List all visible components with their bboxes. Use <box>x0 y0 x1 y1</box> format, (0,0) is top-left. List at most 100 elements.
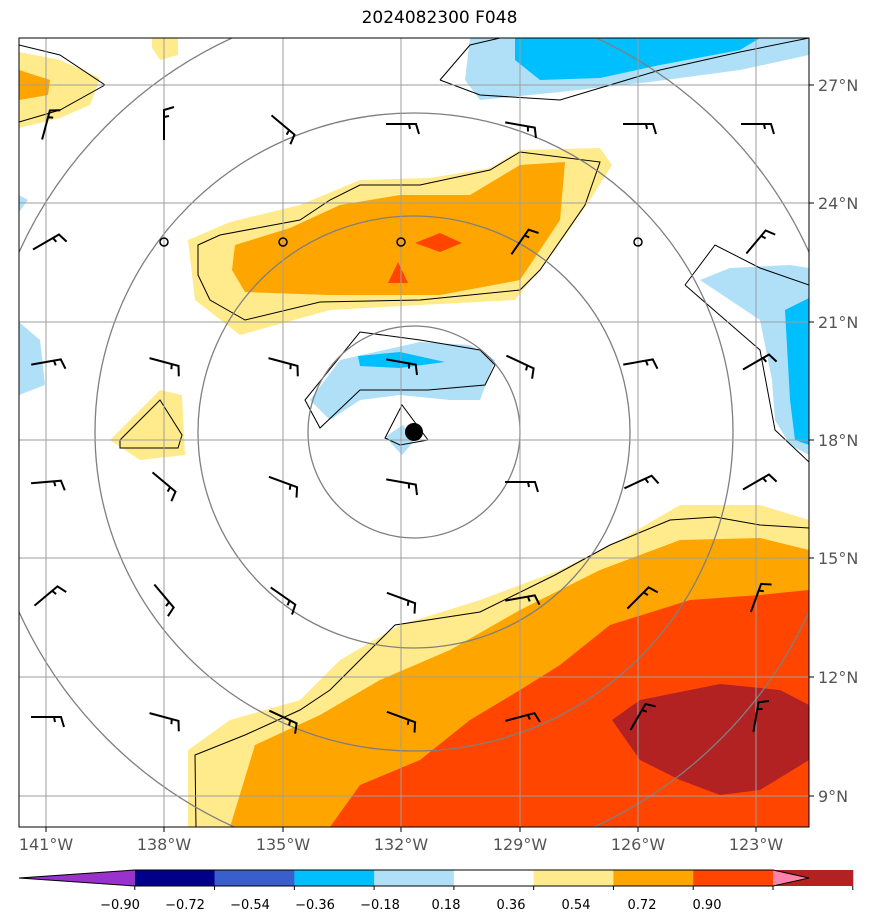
colorbar-tick-label: 0.36 <box>497 898 526 913</box>
wind-barb <box>505 354 535 379</box>
calm-circle <box>633 237 643 247</box>
colorbar-tick-label: −0.90 <box>100 898 140 913</box>
wind-barb <box>149 357 180 377</box>
lon-label: 141°W <box>19 835 74 854</box>
contour-line <box>684 284 809 463</box>
colorbar-segment <box>134 870 216 886</box>
map-area <box>19 38 809 827</box>
lat-label: 9°N <box>818 787 848 806</box>
wind-barb <box>505 594 541 606</box>
distance-ring <box>94 112 734 752</box>
wind-barb <box>268 357 299 377</box>
wind-barb <box>505 121 537 139</box>
contour-line <box>439 38 501 81</box>
colorbar-tick-label: −0.72 <box>165 898 205 913</box>
calm-circle <box>159 237 169 247</box>
colorbar-segment <box>693 870 774 886</box>
wind-barb <box>149 712 180 732</box>
wind-barb <box>742 353 778 371</box>
colorbar-tick-label: 0.18 <box>432 898 461 913</box>
lat-label: 12°N <box>818 668 858 687</box>
colorbar-tick-label: 0.90 <box>693 898 722 913</box>
wind-barb <box>629 702 656 731</box>
wind-barb <box>623 358 659 370</box>
shade-blue <box>785 298 809 445</box>
colorbar-segment <box>294 870 375 886</box>
lon-axis: 141°W 138°W 135°W 132°W 129°W 126°W 123°… <box>19 827 783 854</box>
wind-barb <box>151 471 177 502</box>
lon-label: 126°W <box>611 835 666 854</box>
shade-light-yellow <box>110 390 185 460</box>
wind-barb <box>31 716 65 728</box>
distance-rings <box>19 38 809 827</box>
calm-markers <box>159 237 643 247</box>
map-frame <box>18 37 810 828</box>
lat-axis: 27°N 24°N 21°N 18°N 15°N 12°N 9°N <box>809 76 858 806</box>
shade-crimson <box>612 684 809 795</box>
wind-barb <box>386 358 418 376</box>
colorbar-segment <box>214 870 295 886</box>
shade-light-yellow <box>152 38 178 60</box>
wind-barb <box>752 700 770 732</box>
lat-label: 18°N <box>818 431 858 450</box>
shade-light-blue <box>700 265 809 455</box>
wind-barbs <box>30 106 778 734</box>
colorbar-segment <box>453 870 535 886</box>
wind-barb <box>268 709 298 734</box>
calm-circle <box>278 237 288 247</box>
colorbar-tick-label: −0.36 <box>295 898 335 913</box>
wind-barb <box>270 586 297 615</box>
map-title: 2024082300 F048 <box>361 8 518 28</box>
contour-line <box>304 331 496 429</box>
wind-barb <box>270 114 296 145</box>
lon-label: 132°W <box>374 835 429 854</box>
lat-label: 21°N <box>818 313 858 332</box>
contour-line <box>119 399 183 449</box>
wind-barb <box>505 711 541 723</box>
shade-orange <box>232 162 565 295</box>
shade-light-blue <box>310 342 495 420</box>
lat-label: 15°N <box>818 549 858 568</box>
wind-barb <box>745 229 776 255</box>
contour-line <box>684 244 809 286</box>
wind-barb <box>33 585 67 607</box>
lat-label: 27°N <box>818 76 858 95</box>
calm-circle <box>396 237 406 247</box>
colorbar-tick-label: 0.54 <box>562 898 591 913</box>
colorbar-segment <box>533 870 614 886</box>
colorbar-segment <box>773 870 809 886</box>
colorbar-segment <box>613 870 694 886</box>
storm-center-marker <box>405 423 423 441</box>
wind-barb <box>386 123 420 135</box>
lon-label: 135°W <box>256 835 311 854</box>
colorbar-tick-label: −0.18 <box>360 898 400 913</box>
contour-line <box>194 516 809 827</box>
shade-light-yellow <box>19 52 100 128</box>
wind-barb <box>623 123 657 135</box>
wind-barb <box>41 109 61 140</box>
shade-dark-orange <box>415 233 462 252</box>
colorbar-segment <box>19 870 135 886</box>
wind-barb <box>386 591 417 614</box>
shade-dark-orange <box>388 262 408 283</box>
lon-label: 129°W <box>493 835 548 854</box>
colorbar <box>18 869 854 890</box>
wind-barb <box>749 582 772 613</box>
colorbar-tick-label: −0.54 <box>230 898 270 913</box>
lat-label: 24°N <box>818 194 858 213</box>
wind-barb <box>386 478 418 496</box>
wind-barb <box>32 233 68 251</box>
wind-barb <box>741 123 775 135</box>
shade-light-blue <box>19 322 45 395</box>
colorbar-segment <box>374 870 455 886</box>
wind-barb <box>626 586 659 610</box>
wind-barb <box>163 106 175 140</box>
wind-barb <box>623 474 660 490</box>
lon-label: 138°W <box>137 835 192 854</box>
wind-barb <box>153 583 175 617</box>
distance-ring <box>197 215 631 649</box>
wind-barb <box>268 475 299 498</box>
shading-layer <box>19 38 809 827</box>
wind-barb <box>742 473 778 491</box>
